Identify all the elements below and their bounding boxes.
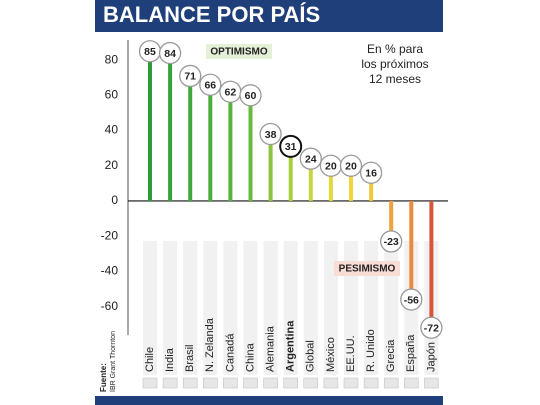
label-stripe [263, 240, 278, 375]
value-bubble [400, 288, 423, 311]
flag [343, 377, 359, 389]
note: los próximos [361, 57, 428, 71]
y-tick-label: 80 [105, 52, 119, 66]
x-tick-label: España [405, 334, 417, 372]
annotation: OPTIMISMO [210, 47, 267, 58]
y-tick-label: 0 [111, 193, 118, 207]
annotation: PESIMISMO [339, 264, 396, 275]
value-bubble [179, 64, 202, 88]
y-tick-label: -20 [101, 228, 119, 242]
label-stripe [243, 240, 258, 375]
data-label: 38 [265, 129, 277, 141]
annotation-box [334, 261, 400, 276]
data-label: 60 [245, 90, 257, 102]
data-label: 66 [204, 80, 216, 92]
x-tick-label: Canadá [224, 333, 236, 372]
bottom-band [95, 396, 443, 405]
value-bubble [239, 84, 262, 107]
source: IBR Grant Thornton [110, 331, 117, 392]
x-tick-label: Grecia [385, 339, 397, 372]
value-bubble [359, 161, 383, 184]
y-tick-label: -40 [101, 264, 119, 278]
x-tick-label: EE.UU. [345, 335, 357, 372]
flag [323, 377, 339, 389]
value-bubble [339, 154, 363, 177]
value-bubble [299, 147, 322, 170]
data-label: 20 [325, 161, 337, 173]
flag [263, 377, 278, 389]
y-tick-label: -60 [101, 299, 119, 313]
data-label: -56 [404, 294, 419, 306]
value-bubble [420, 316, 443, 339]
title-band [95, 0, 443, 32]
data-label: 16 [365, 168, 377, 180]
y-tick-label: 60 [105, 87, 119, 101]
label-stripe [203, 240, 218, 375]
data-label: 62 [225, 87, 237, 99]
value-bubble [380, 230, 403, 253]
data-label: 31 [285, 141, 297, 153]
data-label: 71 [184, 71, 196, 83]
label-stripe [143, 240, 157, 375]
flag [283, 377, 298, 389]
y-tick-label: 20 [105, 158, 119, 172]
value-bubble [199, 73, 222, 96]
x-tick-label: R. Unido [365, 329, 377, 372]
flag [162, 377, 178, 389]
label-stripe [163, 240, 178, 375]
flag [182, 377, 198, 389]
annotation-box [206, 44, 272, 59]
value-bubble [158, 41, 182, 65]
flag [203, 377, 218, 389]
label-stripe [183, 240, 198, 375]
x-tick-label: Global [305, 340, 317, 372]
data-label: 85 [144, 46, 156, 58]
x-tick-label: Chile [144, 347, 156, 372]
flag [303, 377, 319, 389]
flag [223, 377, 238, 389]
chart-title: BALANCE POR PAÍS [103, 2, 320, 27]
data-label: -72 [424, 322, 439, 334]
flag [363, 377, 379, 389]
data-label: 84 [164, 48, 176, 60]
value-bubble [259, 122, 282, 146]
data-label: 20 [345, 161, 357, 173]
flag [243, 377, 258, 389]
note: En % para [367, 42, 423, 56]
flag [383, 377, 399, 389]
x-tick-label: México [325, 337, 337, 372]
value-bubble [279, 134, 303, 158]
x-tick-label: China [244, 342, 256, 372]
x-tick-label: India [164, 347, 176, 372]
flag [424, 377, 439, 389]
x-tick-label: Alemania [265, 325, 277, 372]
data-label: 24 [305, 153, 317, 165]
x-tick-label: N. Zelanda [204, 317, 216, 372]
label-stripe [223, 240, 238, 375]
label-stripe [283, 240, 298, 375]
flag [142, 377, 158, 389]
x-tick-label: Brasil [184, 344, 196, 372]
label-stripe [303, 240, 318, 375]
y-tick-label: 40 [105, 123, 119, 137]
data-label: -23 [384, 236, 399, 248]
flag [404, 377, 419, 389]
x-tick-label: Japón [425, 342, 437, 372]
x-tick-label: Argentina [285, 320, 297, 372]
source: Fuente: [99, 363, 108, 392]
note: 12 meses [369, 72, 421, 86]
